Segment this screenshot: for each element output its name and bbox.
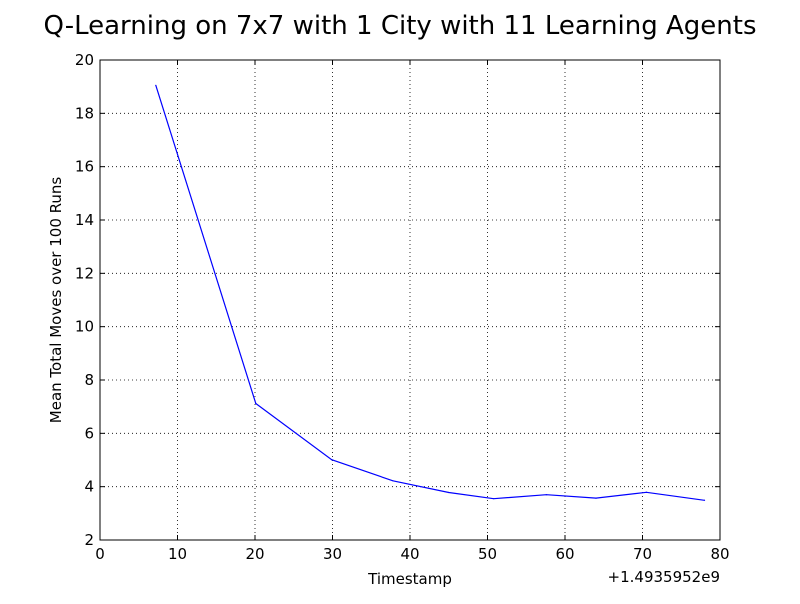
y-tick-label: 18 (75, 104, 94, 122)
x-tick-label: 80 (710, 545, 729, 563)
y-tick-label: 6 (84, 424, 94, 442)
data-point (493, 498, 495, 500)
tick-marks (99, 59, 721, 541)
x-tick-label: 50 (478, 545, 497, 563)
y-tick-label: 10 (75, 318, 94, 336)
data-point (392, 480, 394, 482)
x-tick-label: 60 (555, 545, 574, 563)
chart-title: Q-Learning on 7x7 with 1 City with 11 Le… (44, 11, 757, 41)
x-axis-offset-label: +1.4935952e9 (608, 568, 720, 586)
data-point (331, 459, 333, 461)
data-point (448, 491, 450, 494)
y-tick-label: 4 (84, 478, 94, 496)
y-axis-label: Mean Total Moves over 100 Runs (47, 177, 65, 424)
data-point (155, 84, 157, 86)
data-point (645, 491, 647, 493)
x-axis-label: Timestamp (367, 570, 452, 588)
series-layer (155, 84, 706, 501)
y-tick-label: 12 (75, 264, 94, 282)
x-tick-label: 70 (633, 545, 652, 563)
tick-labels: 0 10 20 30 40 50 60 70 80 2 4 6 8 10 12 14 16 18 20 (75, 51, 730, 563)
x-tick-label: 20 (245, 545, 264, 563)
grid-lines (100, 60, 720, 540)
data-point (545, 494, 548, 496)
y-tick-label: 20 (75, 51, 94, 69)
y-tick-label: 2 (84, 531, 94, 549)
y-tick-label: 8 (84, 371, 94, 389)
data-point (595, 497, 597, 499)
x-tick-label: 30 (323, 545, 342, 563)
x-tick-label: 40 (400, 545, 419, 563)
data-point (703, 499, 706, 501)
x-tick-label: 10 (168, 545, 187, 563)
series-line (155, 85, 705, 501)
y-tick-label: 14 (75, 211, 94, 229)
x-tick-label: 0 (95, 545, 105, 563)
y-tick-label: 16 (75, 158, 94, 176)
data-point (255, 402, 257, 405)
